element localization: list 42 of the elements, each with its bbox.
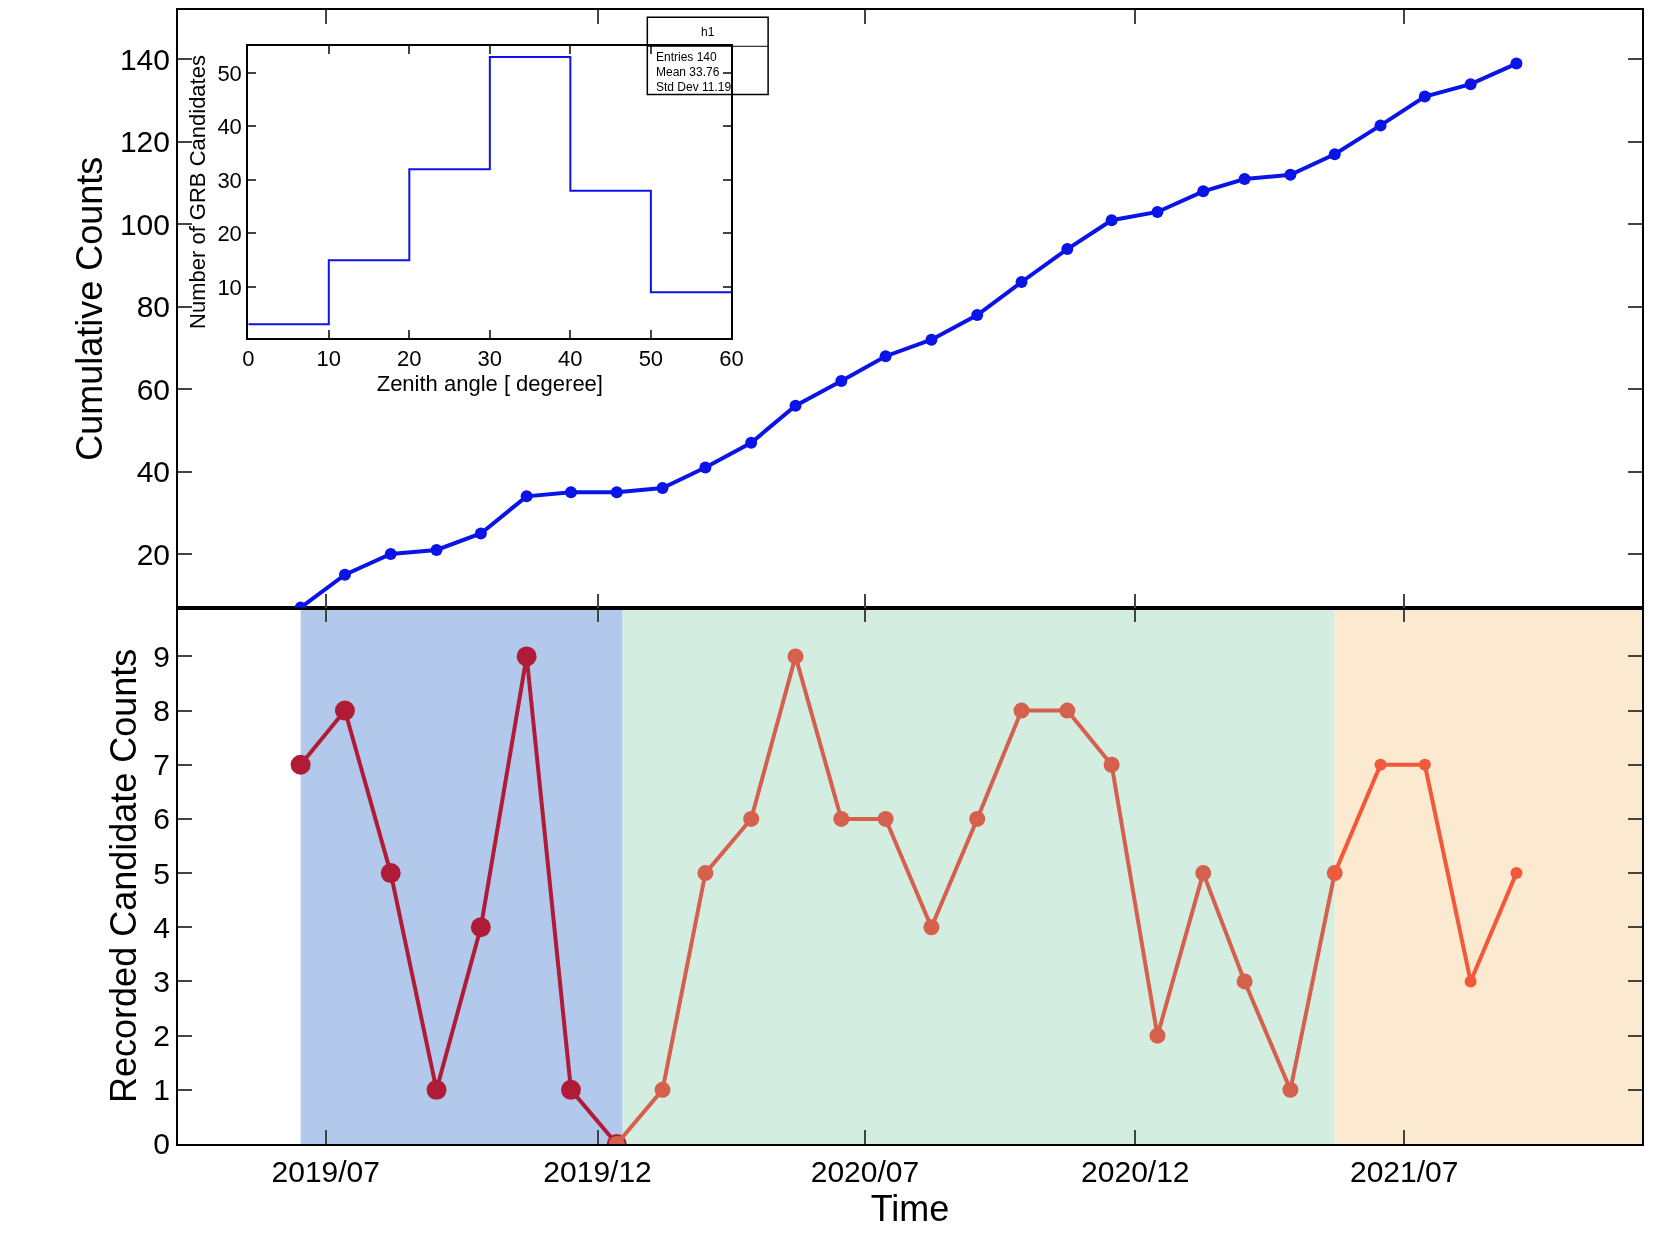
x-tick-label: 10 — [316, 346, 342, 372]
x-tick-label: 2019/07 — [271, 1155, 380, 1188]
x-tick-label: 2021/07 — [1349, 1155, 1459, 1188]
y-tick-label: 8 — [153, 694, 170, 728]
annotation: Mean 33.76 — [656, 65, 720, 79]
x-axis-title: Time — [870, 1188, 950, 1229]
y-tick-label: 3 — [153, 964, 170, 998]
y-tick-label: 4 — [153, 910, 170, 944]
x-tick-label: 2020/07 — [810, 1155, 920, 1188]
y-tick-label: 100 — [119, 207, 170, 241]
y-tick-label: 40 — [136, 455, 170, 489]
y-tick-label: 10 — [217, 274, 242, 300]
y-tick-label: 9 — [153, 639, 170, 673]
y-tick-label: 5 — [153, 856, 170, 890]
x-axis-title: Zenith angle [ degeree] — [376, 371, 603, 397]
annotation: Std Dev 11.19 — [656, 80, 732, 94]
x-tick-label: 50 — [638, 346, 664, 372]
y-tick-label: 60 — [136, 372, 170, 406]
x-tick-label: 2020/12 — [1081, 1155, 1190, 1188]
annotation: Entries 140 — [656, 50, 718, 64]
y-axis-title: Cumulative Counts — [69, 156, 111, 461]
y-tick-label: 120 — [119, 125, 170, 159]
y-axis-title: Recorded Candidate Counts — [102, 648, 144, 1103]
y-tick-label: 40 — [217, 114, 242, 140]
annotation: h1 — [701, 25, 715, 39]
y-tick-label: 80 — [136, 290, 170, 324]
x-tick-label: 40 — [558, 346, 583, 372]
y-axis-title: Number of GRB Candidates — [184, 55, 210, 329]
y-tick-label: 50 — [217, 60, 242, 86]
x-tick-label: 30 — [477, 346, 503, 372]
y-tick-label: 6 — [153, 802, 170, 836]
y-tick-label: 20 — [217, 221, 242, 247]
y-tick-label: 20 — [136, 537, 170, 571]
x-tick-label: 60 — [719, 346, 744, 372]
x-tick-label: 20 — [397, 346, 422, 372]
x-tick-label: 2019/12 — [543, 1155, 652, 1188]
y-tick-label: 0 — [153, 1127, 170, 1161]
y-tick-label: 140 — [119, 42, 170, 76]
y-tick-label: 7 — [153, 748, 170, 782]
y-tick-label: 1 — [153, 1073, 170, 1107]
y-tick-label: 2 — [153, 1019, 170, 1053]
y-tick-label: 30 — [217, 167, 242, 193]
